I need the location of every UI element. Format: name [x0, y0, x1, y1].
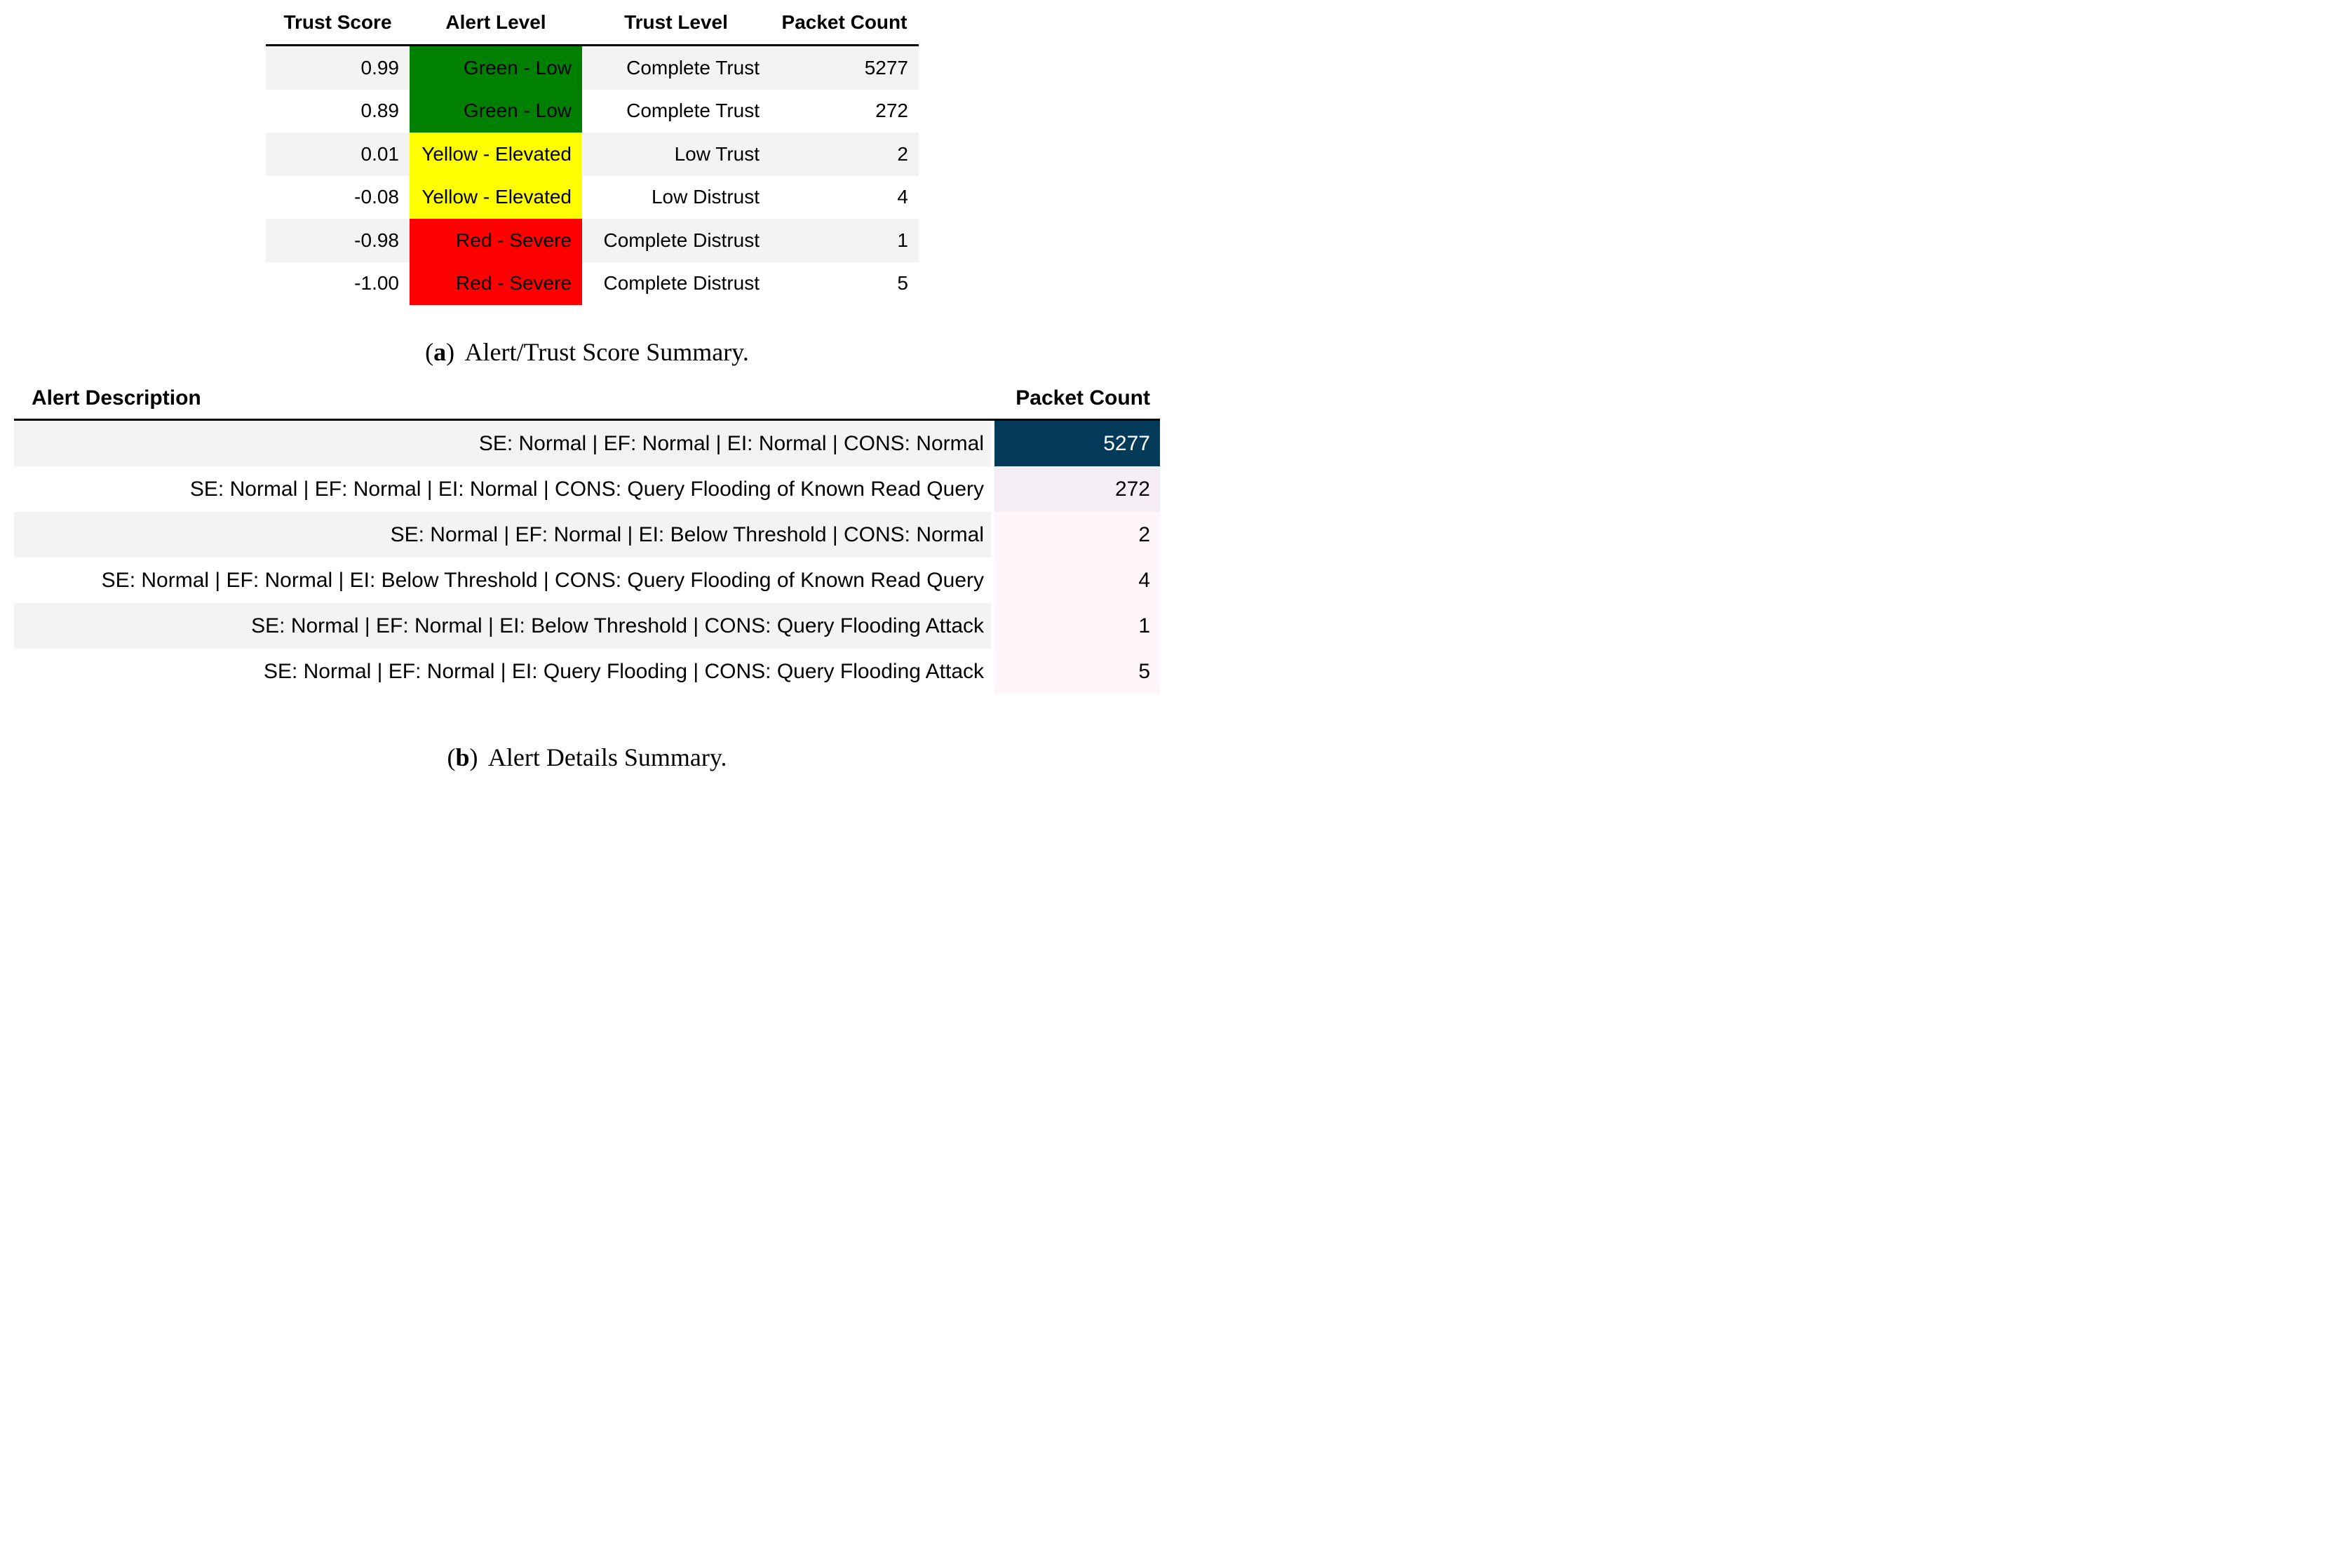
- alert-description-cell: SE: Normal | EF: Normal | EI: Below Thre…: [390, 522, 984, 546]
- table-row: -1.00 Red - Severe Complete Distrust 5: [266, 262, 919, 305]
- column-header-trust-level: Trust Level: [582, 0, 770, 46]
- table-row: -0.08 Yellow - Elevated Low Distrust 4: [266, 175, 919, 219]
- caption-a-paren: ): [446, 338, 455, 366]
- packet-count-cell: 5277: [991, 421, 1160, 466]
- packet-count-cell: 4: [991, 557, 1160, 603]
- trust-level-cell: Complete Trust: [626, 100, 760, 122]
- alert-description-cell: SE: Normal | EF: Normal | EI: Normal | C…: [478, 431, 984, 455]
- packet-count-cell: 2: [897, 142, 908, 165]
- caption-a-text: Alert/Trust Score Summary.: [464, 338, 749, 366]
- trust-score-cell: -0.08: [354, 186, 399, 208]
- caption-b-text: Alert Details Summary.: [487, 743, 727, 771]
- trust-score-cell: -1.00: [354, 272, 399, 295]
- trust-score-cell: 0.99: [360, 56, 400, 79]
- alert-description-cell: SE: Normal | EF: Normal | EI: Query Floo…: [263, 659, 984, 683]
- trust-level-cell: Low Trust: [674, 142, 760, 165]
- trust-level-cell: Complete Distrust: [603, 272, 760, 295]
- column-header-alert-level: Alert Level: [410, 0, 582, 46]
- column-header-alert-description: Alert Description: [14, 377, 991, 421]
- alert-level-cell: Red - Severe: [410, 262, 582, 305]
- packet-count-cell: 272: [991, 466, 1160, 512]
- packet-count-cell: 1: [897, 229, 908, 251]
- caption-a: (a) Alert/Trust Score Summary.: [0, 337, 1174, 367]
- caption-b-paren: ): [469, 743, 478, 771]
- caption-a-paren: (: [425, 338, 434, 366]
- column-header-packet-count: Packet Count: [991, 377, 1160, 421]
- alert-description-cell: SE: Normal | EF: Normal | EI: Below Thre…: [101, 568, 984, 592]
- table-row: SE: Normal | EF: Normal | EI: Normal | C…: [14, 421, 1160, 466]
- alert-description-cell: SE: Normal | EF: Normal | EI: Below Thre…: [251, 614, 984, 637]
- packet-count-cell: 5277: [864, 56, 908, 79]
- table-row: SE: Normal | EF: Normal | EI: Below Thre…: [14, 512, 1160, 557]
- packet-count-cell: 272: [875, 100, 908, 122]
- packet-count-cell: 1: [991, 603, 1160, 649]
- packet-count-cell: 5: [897, 272, 908, 295]
- table-row: 0.89 Green - Low Complete Trust 272: [266, 89, 919, 133]
- trust-level-cell: Complete Trust: [626, 56, 760, 79]
- caption-b-letter: b: [455, 743, 470, 771]
- table-row: SE: Normal | EF: Normal | EI: Below Thre…: [14, 557, 1160, 603]
- table-header-row: Trust Score Alert Level Trust Level Pack…: [266, 0, 919, 46]
- table-row: 0.01 Yellow - Elevated Low Trust 2: [266, 133, 919, 176]
- trust-score-cell: 0.89: [360, 100, 400, 122]
- column-header-packet-count: Packet Count: [770, 0, 919, 46]
- alert-trust-score-table: Trust Score Alert Level Trust Level Pack…: [266, 0, 919, 305]
- trust-level-cell: Low Distrust: [651, 186, 760, 208]
- packet-count-cell: 4: [897, 186, 908, 208]
- alert-level-cell: Green - Low: [410, 46, 582, 90]
- trust-score-cell: 0.01: [360, 142, 400, 165]
- table-row: SE: Normal | EF: Normal | EI: Below Thre…: [14, 603, 1160, 649]
- caption-b-paren: (: [447, 743, 456, 771]
- column-header-trust-score: Trust Score: [266, 0, 410, 46]
- alert-description-cell: SE: Normal | EF: Normal | EI: Normal | C…: [189, 477, 984, 501]
- table-row: -0.98 Red - Severe Complete Distrust 1: [266, 219, 919, 262]
- trust-score-cell: -0.98: [354, 229, 399, 251]
- table-header-row: Alert Description Packet Count: [14, 377, 1160, 421]
- alert-level-cell: Green - Low: [410, 89, 582, 133]
- table-row: 0.99 Green - Low Complete Trust 5277: [266, 46, 919, 90]
- alert-details-table: Alert Description Packet Count SE: Norma…: [14, 377, 1160, 694]
- table-row: SE: Normal | EF: Normal | EI: Normal | C…: [14, 466, 1160, 512]
- caption-b: (b) Alert Details Summary.: [0, 743, 1174, 772]
- trust-level-cell: Complete Distrust: [603, 229, 760, 251]
- alert-level-cell: Yellow - Elevated: [410, 133, 582, 176]
- packet-count-cell: 5: [991, 649, 1160, 694]
- caption-a-letter: a: [433, 338, 447, 366]
- table-row: SE: Normal | EF: Normal | EI: Query Floo…: [14, 649, 1160, 694]
- alert-level-cell: Red - Severe: [410, 219, 582, 262]
- packet-count-cell: 2: [991, 512, 1160, 557]
- alert-level-cell: Yellow - Elevated: [410, 175, 582, 219]
